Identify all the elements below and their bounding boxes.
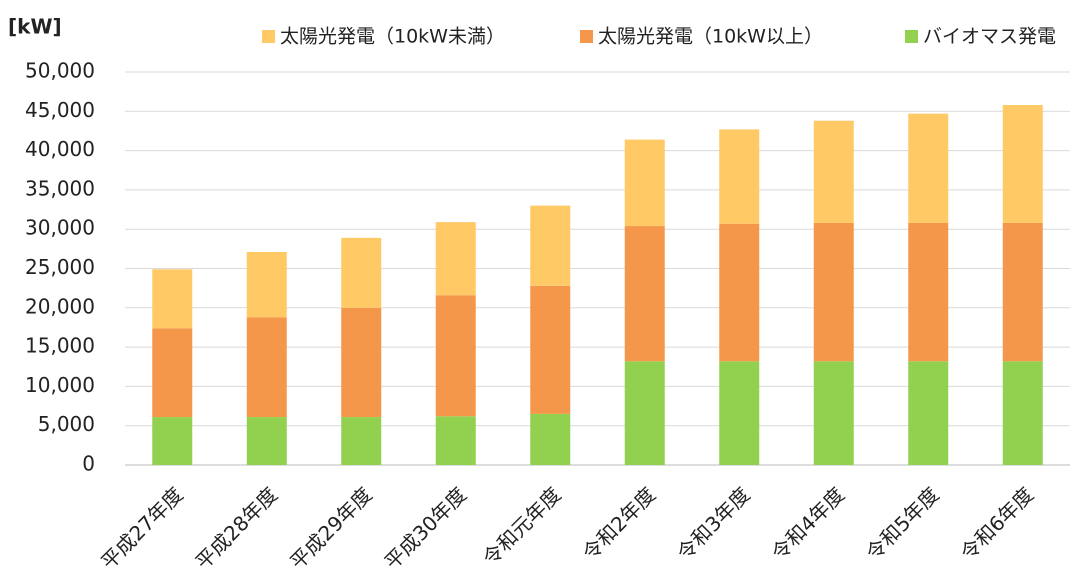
x-tick-label: 令和3年度: [672, 482, 755, 565]
bar-segment: [719, 223, 760, 362]
bar-segment: [908, 222, 949, 362]
legend-swatch: [580, 30, 593, 43]
bar-segment: [908, 113, 949, 223]
bar-segment: [719, 361, 760, 465]
bar-segment: [152, 328, 193, 418]
bar-segment: [435, 416, 476, 465]
y-axis-label: [kW]: [8, 15, 62, 39]
bar-segment: [908, 361, 949, 465]
x-tick-label: 令和4年度: [767, 482, 850, 565]
y-tick-label: 15,000: [25, 334, 95, 358]
legend-swatch: [262, 30, 275, 43]
bar-segment: [246, 251, 287, 318]
bar-segment: [341, 307, 382, 418]
y-tick-label: 45,000: [25, 98, 95, 122]
y-tick-label: 50,000: [25, 59, 95, 83]
bar-segment: [1002, 105, 1043, 223]
bar-segment: [624, 139, 665, 227]
bar-segment: [246, 417, 287, 465]
bar-segment: [152, 269, 193, 329]
x-tick-label: 令和元年度: [478, 482, 566, 570]
bar-segment: [530, 413, 571, 465]
bar-segment: [435, 295, 476, 417]
bar-segment: [341, 417, 382, 465]
y-tick-label: 30,000: [25, 216, 95, 240]
bar-segment: [624, 361, 665, 465]
y-tick-label: 10,000: [25, 373, 95, 397]
bar-segment: [152, 417, 193, 465]
bar-segment: [530, 205, 571, 286]
bar-segment: [435, 222, 476, 296]
x-tick-label: 平成28年度: [191, 482, 283, 574]
bar-segment: [1002, 222, 1043, 362]
y-tick-label: 5,000: [38, 412, 95, 436]
legend-label: 太陽光発電（10kW未満）: [280, 26, 505, 48]
legend-swatch: [905, 30, 918, 43]
y-tick-label: 25,000: [25, 255, 95, 279]
bar-segment: [341, 237, 382, 308]
x-tick-label: 平成27年度: [96, 482, 188, 574]
y-tick-label: 0: [82, 452, 95, 476]
y-tick-label: 35,000: [25, 176, 95, 200]
bar-segment: [1002, 361, 1043, 465]
legend-label: バイオマス発電: [923, 26, 1056, 48]
x-tick-label: 平成30年度: [380, 482, 472, 574]
bar-segment: [624, 226, 665, 362]
bar-segment: [530, 285, 571, 414]
x-tick-label: 平成29年度: [285, 482, 377, 574]
x-tick-label: 令和5年度: [861, 482, 944, 565]
bar-segment: [813, 361, 854, 465]
y-tick-label: 40,000: [25, 137, 95, 161]
bar-segment: [813, 120, 854, 223]
bar-segment: [813, 222, 854, 362]
bar-segment: [246, 317, 287, 418]
legend-label: 太陽光発電（10kW以上）: [598, 26, 823, 48]
x-tick-label: 令和6年度: [956, 482, 1039, 565]
bar-segment: [719, 129, 760, 224]
x-tick-label: 令和2年度: [578, 482, 661, 565]
y-tick-label: 20,000: [25, 294, 95, 318]
